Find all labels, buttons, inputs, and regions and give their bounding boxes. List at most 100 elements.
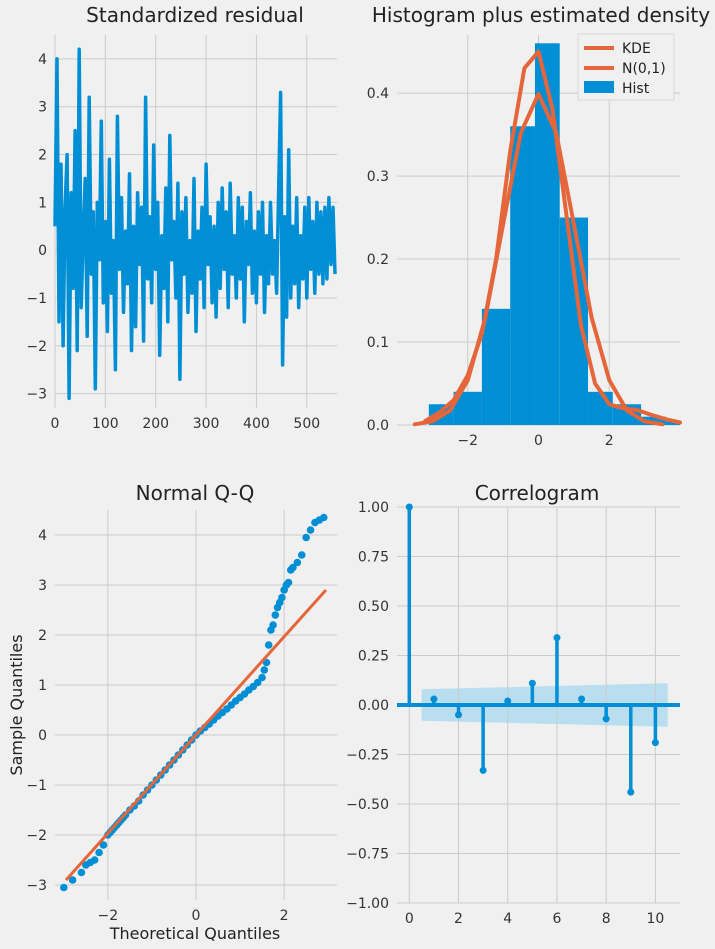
qq-xtick-label: −2 <box>98 908 119 924</box>
qq-ytick-label: −2 <box>26 828 47 844</box>
qq-point <box>95 848 103 857</box>
qq-ytick-label: 4 <box>38 528 47 544</box>
residual-xtick-label: 400 <box>243 416 270 432</box>
correlogram-ytick-label: 0.00 <box>358 698 389 714</box>
residual-ytick-label: −1 <box>26 291 47 307</box>
correlogram-xtick-label: 2 <box>454 911 463 927</box>
qq-ytick-label: −1 <box>26 778 47 794</box>
histogram-ytick-label: 0.2 <box>367 252 389 268</box>
histogram-xtick-label: 0 <box>534 433 543 449</box>
qq-title: Normal Q-Q <box>136 481 255 505</box>
correlogram-ytick-label: −0.75 <box>346 847 389 863</box>
qq-point <box>297 551 306 559</box>
standardized-residual-panel: 0 100 200 300 400 500 −3 −2 −1 0 1 2 3 4 Standardized… <box>26 3 337 432</box>
histogram-bar <box>559 217 589 425</box>
qq-point <box>258 673 266 682</box>
qq-ytick-label: −3 <box>26 878 47 894</box>
histogram-ticks: −2 0 2 0.0 0.1 0.2 0.3 0.4 <box>367 86 614 449</box>
qq-point <box>269 621 277 629</box>
residual-xtick-label: 0 <box>51 416 60 432</box>
histogram-bar <box>588 391 613 425</box>
qq-marks <box>60 513 328 892</box>
legend-normal-label: N(0,1) <box>622 61 666 77</box>
acf-marker <box>528 679 536 687</box>
correlogram-ytick-label: 1.00 <box>358 500 389 516</box>
qq-point <box>289 563 297 572</box>
residual-xtick-label: 200 <box>142 416 169 432</box>
qq-point <box>60 883 68 892</box>
legend-hist-swatch <box>584 81 614 93</box>
qq-reference-line <box>64 588 328 882</box>
correlogram-xtick-label: 4 <box>503 911 512 927</box>
correlogram-xtick-label: 10 <box>646 911 664 927</box>
qq-point <box>253 678 262 687</box>
histogram-ytick-label: 0.1 <box>367 335 389 351</box>
histogram-xtick-label: 2 <box>605 433 614 449</box>
histogram-bar <box>534 43 560 425</box>
correlogram-ytick-label: 0.25 <box>358 649 389 665</box>
residual-ticks: 0 100 200 300 400 500 −3 −2 −1 0 1 2 3 4 <box>26 52 320 432</box>
residual-ytick-label: 0 <box>38 243 47 259</box>
acf-marker <box>651 739 659 747</box>
histogram-xtick-label: −2 <box>457 433 478 449</box>
qq-ytick-label: 0 <box>38 728 47 744</box>
correlogram-xtick-label: 8 <box>602 911 611 927</box>
residual-ytick-label: −3 <box>26 387 47 403</box>
residual-ytick-label: 3 <box>38 100 47 116</box>
acf-marker <box>578 695 586 703</box>
residual-ytick-label: 4 <box>38 52 47 68</box>
correlogram-ytick-label: 0.75 <box>358 550 389 566</box>
correlogram-ticks: 0 2 4 6 8 10 −1.00 −0.75 −0.50 −0.25 0.00 0.25 0.50 0… <box>346 500 664 927</box>
histogram-bar <box>665 420 680 425</box>
residual-xtick-label: 100 <box>92 416 119 432</box>
qq-point <box>68 876 77 884</box>
acf-marker <box>627 788 635 796</box>
residual-ytick-label: 2 <box>38 148 47 164</box>
acf-marker <box>455 711 463 719</box>
histogram-marks <box>412 43 682 427</box>
histogram-bar <box>481 308 511 425</box>
qq-ylabel: Sample Quantiles <box>7 634 26 775</box>
acf-marker <box>405 503 413 511</box>
correlogram-xtick-label: 6 <box>552 911 561 927</box>
histogram-ytick-label: 0.0 <box>367 418 389 434</box>
normal-qq-panel: −2 0 2 −3 −2 −1 0 1 2 3 4 Normal Q-Q Theoretical Q… <box>7 481 337 943</box>
acf-marker <box>479 766 487 774</box>
qq-point <box>264 641 273 649</box>
correlogram-ytick-label: −1.00 <box>346 896 389 912</box>
acf-marker <box>430 695 438 703</box>
qq-point <box>293 558 302 567</box>
correlogram-panel: 0 2 4 6 8 10 −1.00 −0.75 −0.50 −0.25 0.00 0.25 0.50 0… <box>346 481 680 927</box>
qq-ytick-label: 3 <box>38 578 47 594</box>
qq-ticks: −2 0 2 −3 −2 −1 0 1 2 3 4 <box>26 528 288 924</box>
qq-point <box>260 666 269 674</box>
qq-grid <box>55 510 337 900</box>
normal-density-curve <box>412 91 665 427</box>
qq-xtick-label: 2 <box>280 908 289 924</box>
correlogram-xtick-label: 0 <box>405 911 414 927</box>
qq-point <box>302 533 310 542</box>
residual-xtick-label: 300 <box>193 416 220 432</box>
histogram-legend: KDE N(0,1) Hist <box>577 33 675 101</box>
residual-xtick-label: 500 <box>293 416 320 432</box>
qq-point <box>90 856 99 864</box>
qq-point <box>306 526 315 534</box>
residual-ytick-label: 1 <box>38 195 47 211</box>
residual-ytick-label: −2 <box>26 339 47 355</box>
correlogram-ytick-label: −0.25 <box>346 748 389 764</box>
qq-point <box>77 868 86 877</box>
qq-point <box>99 841 108 849</box>
correlogram-title: Correlogram <box>475 481 600 505</box>
residual-title: Standardized residual <box>86 3 304 27</box>
qq-xlabel: Theoretical Quantiles <box>109 924 281 943</box>
histogram-ytick-label: 0.3 <box>367 169 389 185</box>
legend-kde-label: KDE <box>622 41 651 57</box>
qq-point <box>284 578 293 587</box>
qq-point <box>278 593 286 602</box>
qq-ytick-label: 1 <box>38 678 47 694</box>
qq-point <box>271 611 280 619</box>
qq-point <box>319 513 328 522</box>
acf-marker <box>602 715 610 723</box>
qq-ytick-label: 2 <box>38 628 47 644</box>
